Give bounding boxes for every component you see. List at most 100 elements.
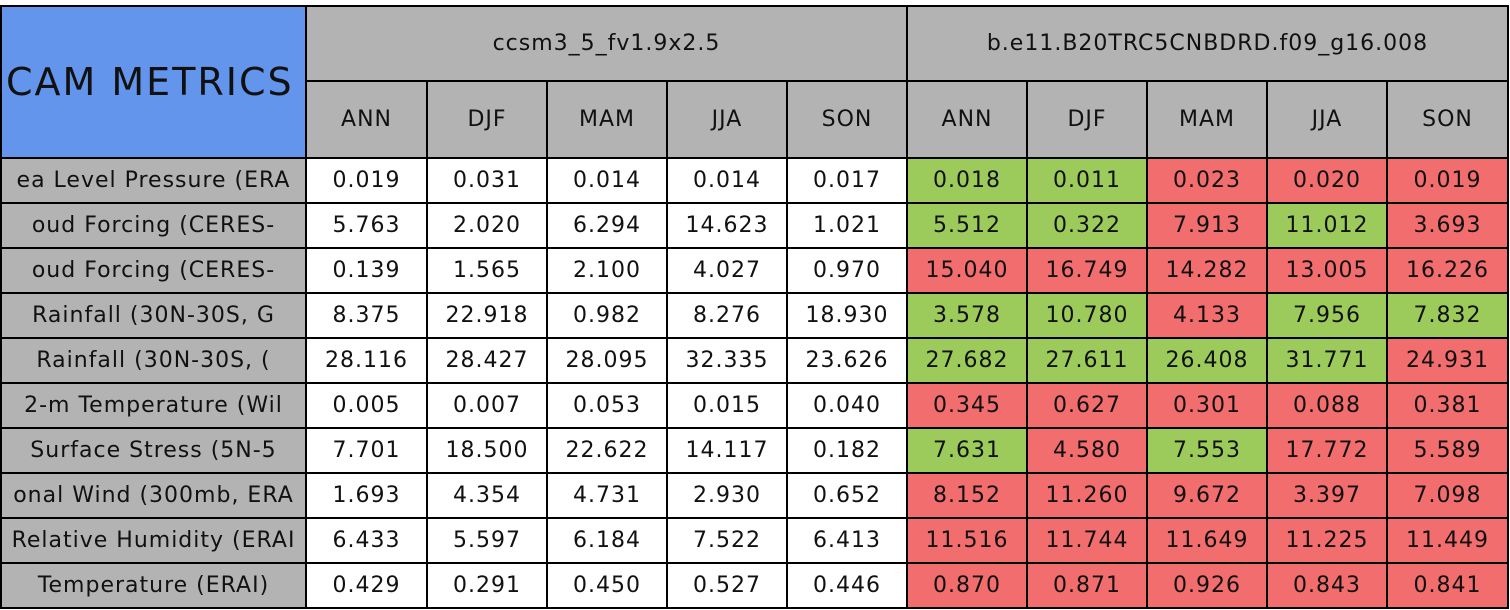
metric-value: 0.527	[666, 562, 788, 609]
metric-value: 16.226	[1386, 247, 1509, 294]
metric-value: 0.446	[786, 562, 908, 609]
metric-value: 18.930	[786, 292, 908, 339]
metric-value: 0.015	[666, 382, 788, 429]
metric-value: 0.627	[1026, 382, 1148, 429]
metric-value: 0.870	[906, 562, 1028, 609]
metric-row: oud Forcing (CERES- 5.763 2.020 6.294 14.623…	[0, 202, 1509, 249]
metric-value: 0.018	[906, 157, 1028, 204]
metric-value: 14.282	[1146, 247, 1268, 294]
metric-value: 0.429	[305, 562, 428, 609]
metric-value: 6.413	[786, 517, 908, 564]
metric-value: 7.553	[1146, 427, 1268, 474]
metric-value: 0.871	[1026, 562, 1148, 609]
metric-value: 0.019	[305, 157, 428, 204]
model-name: ccsm3_5_fv1.9x2.5	[305, 5, 908, 82]
metric-label: oud Forcing (CERES-	[0, 202, 307, 249]
metric-row: ea Level Pressure (ERA 0.019 0.031 0.014 0.0…	[0, 157, 1509, 204]
metric-row: Rainfall (30N-30S, G 8.375 22.918 0.982 8.27…	[0, 292, 1509, 339]
season: SON	[1386, 80, 1509, 159]
metric-value: 6.433	[305, 517, 428, 564]
metric-value: 10.780	[1026, 292, 1148, 339]
metric-value: 31.771	[1266, 337, 1388, 384]
metric-value: 13.005	[1266, 247, 1388, 294]
metric-value: 0.381	[1386, 382, 1509, 429]
metric-row: Temperature (ERAI) 0.429 0.291 0.450 0.527 0.…	[0, 562, 1509, 609]
metric-value: 3.693	[1386, 202, 1509, 249]
metric-value: 8.375	[305, 292, 428, 339]
metric-value: 4.027	[666, 247, 788, 294]
metric-value: 0.020	[1266, 157, 1388, 204]
metric-value: 4.580	[1026, 427, 1148, 474]
metric-row: Relative Humidity (ERAI 6.433 5.597 6.184 7.…	[0, 517, 1509, 564]
metric-value: 0.014	[666, 157, 788, 204]
metric-value: 0.841	[1386, 562, 1509, 609]
metric-value: 5.597	[426, 517, 548, 564]
metric-value: 11.516	[906, 517, 1028, 564]
metric-value: 2.020	[426, 202, 548, 249]
metric-value: 0.345	[906, 382, 1028, 429]
metric-label: Relative Humidity (ERAI	[0, 517, 307, 564]
metric-value: 11.225	[1266, 517, 1388, 564]
metric-value: 7.832	[1386, 292, 1509, 339]
metric-value: 22.622	[546, 427, 668, 474]
metric-value: 0.053	[546, 382, 668, 429]
metric-label: 2-m Temperature (Wil	[0, 382, 307, 429]
model-name: b.e11.B20TRC5CNBDRD.f09_g16.008	[906, 5, 1509, 82]
metric-value: 0.982	[546, 292, 668, 339]
metric-value: 4.133	[1146, 292, 1268, 339]
season: SON	[786, 80, 908, 159]
metric-value: 24.931	[1386, 337, 1509, 384]
metric-value: 28.427	[426, 337, 548, 384]
metric-value: 8.276	[666, 292, 788, 339]
metric-row: 2-m Temperature (Wil 0.005 0.007 0.053 0.015…	[0, 382, 1509, 429]
metric-value: 32.335	[666, 337, 788, 384]
metric-value: 11.649	[1146, 517, 1268, 564]
metrics-table-wrap: CAM METRICS ccsm3_5_fv1.9x2.5 b.e11.B20TRC…	[0, 5, 1509, 609]
metric-value: 7.701	[305, 427, 428, 474]
metric-value: 7.631	[906, 427, 1028, 474]
metric-value: 6.294	[546, 202, 668, 249]
metric-value: 0.019	[1386, 157, 1509, 204]
metric-value: 11.449	[1386, 517, 1509, 564]
metric-value: 1.565	[426, 247, 548, 294]
metric-value: 0.652	[786, 472, 908, 519]
metric-value: 0.322	[1026, 202, 1148, 249]
metric-label: Temperature (ERAI)	[0, 562, 307, 609]
metric-value: 0.017	[786, 157, 908, 204]
metric-row: onal Wind (300mb, ERA 1.693 4.354 4.731 2.93…	[0, 472, 1509, 519]
metric-value: 15.040	[906, 247, 1028, 294]
metric-value: 3.397	[1266, 472, 1388, 519]
metric-value: 0.139	[305, 247, 428, 294]
metric-value: 5.763	[305, 202, 428, 249]
metric-value: 6.184	[546, 517, 668, 564]
season: MAM	[1146, 80, 1268, 159]
metric-value: 0.843	[1266, 562, 1388, 609]
metric-value: 0.014	[546, 157, 668, 204]
season: ANN	[906, 80, 1028, 159]
metric-value: 0.011	[1026, 157, 1148, 204]
season: ANN	[305, 80, 428, 159]
metric-value: 8.152	[906, 472, 1028, 519]
metric-value: 0.031	[426, 157, 548, 204]
metric-value: 11.012	[1266, 202, 1388, 249]
season: DJF	[1026, 80, 1148, 159]
metric-value: 2.930	[666, 472, 788, 519]
metric-value: 1.693	[305, 472, 428, 519]
metric-value: 0.301	[1146, 382, 1268, 429]
metric-value: 0.005	[305, 382, 428, 429]
metric-value: 0.088	[1266, 382, 1388, 429]
metric-value: 3.578	[906, 292, 1028, 339]
season: JJA	[1266, 80, 1388, 159]
metric-label: Surface Stress (5N-5	[0, 427, 307, 474]
metric-value: 4.354	[426, 472, 548, 519]
header-row: CAM METRICS ccsm3_5_fv1.9x2.5 b.e11.B20TRC…	[0, 5, 1509, 159]
metric-label: onal Wind (300mb, ERA	[0, 472, 307, 519]
metric-row: Rainfall (30N-30S, (28.116 28.427 28.095 32…	[0, 337, 1509, 384]
metric-value: 11.260	[1026, 472, 1148, 519]
metric-label: oud Forcing (CERES-	[0, 247, 307, 294]
metric-value: 1.021	[786, 202, 908, 249]
metric-value: 0.040	[786, 382, 908, 429]
season-row: ANN DJF MAM JJA SON ANN DJF MAM JJA SON	[1, 80, 1509, 159]
metric-value: 27.611	[1026, 337, 1148, 384]
